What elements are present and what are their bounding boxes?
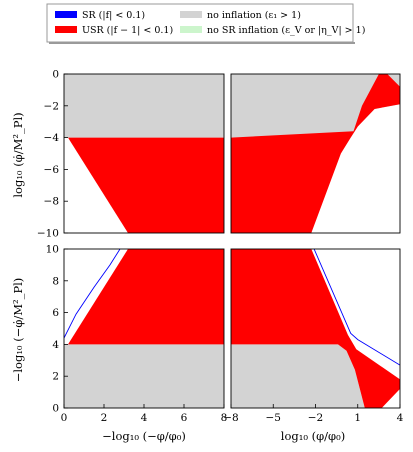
panel-frame [63,73,225,234]
panel-frame [230,73,401,234]
legend-frame-shadow [49,42,355,44]
y-tick-label: 2 [52,371,59,383]
y-tick-label: 0 [52,403,59,415]
x-tick-label: 4 [397,412,404,424]
panel-bottom-left: 0 2 4 6 8 10 0 2 4 6 8 [46,244,228,425]
y-axis-label-top: log₁₀ (φ̇/M²_Pl) [11,112,25,197]
x-tick-label: 8 [221,412,228,424]
x-axis-label-left: −log₁₀ (−φ/φ₀) [102,429,186,443]
y-tick-label: −6 [44,164,60,176]
sr-line [64,249,121,339]
y-axis-label-bottom: −log₁₀ (−φ̇/M²_Pl) [11,278,25,383]
x-tick-label: −2 [308,412,323,424]
y-tick-label: 10 [46,244,59,256]
region-no-inflation [64,344,224,408]
legend-swatch-usr [55,26,77,33]
x-tick-label: 1 [354,412,361,424]
region-usr [68,137,224,233]
legend-label-sr: SR (|f| < 0.1) [82,10,145,21]
region-no-inflation [64,74,224,138]
legend-label-no-sr-inflation: no SR inflation (ε_V or |η_V| > 1) [207,25,365,36]
y-tick-label: −2 [44,100,59,112]
legend-swatch-sr [55,11,77,18]
region-usr [231,249,400,408]
panel-top-right [230,73,401,234]
y-tick-label: 4 [52,339,59,351]
y-tick-label: −10 [37,228,59,240]
legend-swatch-no-inflation [180,11,202,18]
x-axis-label-right: log₁₀ (φ/φ₀) [281,429,345,443]
y-tick-label: 6 [52,307,59,319]
y-tick-label: 0 [52,69,59,81]
y-tick-label: 8 [52,275,59,287]
y-tick-label: −4 [44,132,60,144]
sr-line [313,249,400,366]
panel-top-left: −10 −8 −6 −4 −2 0 [37,69,225,240]
legend-frame [46,3,354,43]
x-tick-label: 2 [101,412,108,424]
y-tick-label: −8 [44,196,59,208]
legend-label-usr: USR (|f − 1| < 0.1) [82,25,173,36]
region-usr [68,249,224,345]
region-no-inflation [231,344,365,408]
x-tick-label: −8 [223,412,238,424]
legend: SR (|f| < 0.1) USR (|f − 1| < 0.1) no in… [46,3,365,44]
legend-label-no-inflation: no inflation (ε₁ > 1) [207,10,301,21]
legend-swatch-no-sr-inflation [180,26,202,33]
x-tick-label: −5 [266,412,281,424]
panel-bottom-right: −8 −5 −2 1 4 [223,248,404,424]
x-tick-label: 0 [61,412,68,424]
region-usr [231,74,400,233]
x-tick-label: 4 [141,412,148,424]
x-tick-label: 6 [181,412,188,424]
